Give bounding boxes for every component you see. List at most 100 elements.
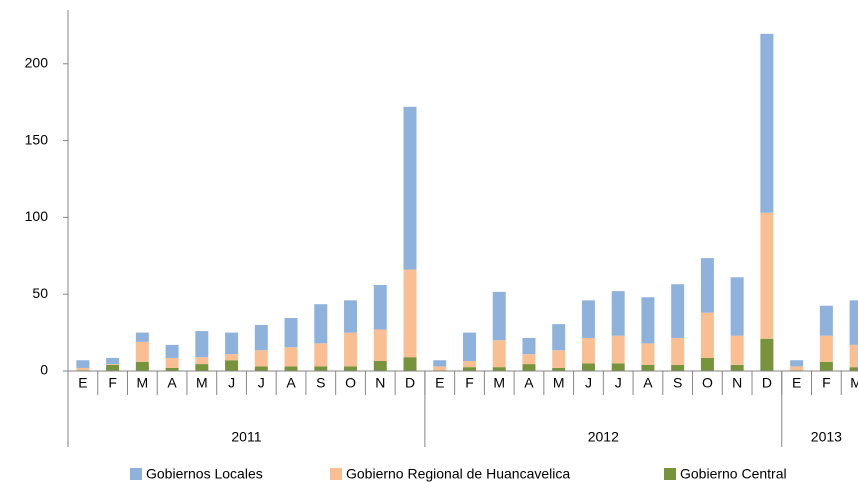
bar-segment: [403, 357, 417, 371]
x-tick-label: F: [108, 375, 117, 391]
x-tick-label: M: [553, 375, 565, 391]
x-tick-label: N: [732, 375, 742, 391]
x-tick-label: N: [375, 375, 385, 391]
x-tick-label: J: [258, 375, 265, 391]
y-tick-label: 100: [25, 208, 49, 224]
bar-segment: [671, 284, 685, 338]
bar-segment: [522, 364, 536, 371]
bar-segment: [819, 361, 833, 371]
bar-segment: [730, 364, 744, 371]
bar-segment: [225, 332, 239, 355]
bar-segment: [225, 360, 239, 371]
x-tick-label: S: [316, 375, 325, 391]
bar-segment: [373, 329, 387, 362]
group-label: 2013: [811, 429, 842, 445]
x-tick-label: A: [524, 375, 534, 391]
x-tick-label: M: [493, 375, 505, 391]
bar-segment: [581, 363, 595, 371]
bar-segment: [790, 366, 804, 371]
x-tick-label: J: [615, 375, 622, 391]
bar-segment: [106, 364, 120, 365]
bar-segment: [254, 366, 268, 371]
x-tick-label: O: [345, 375, 356, 391]
x-tick-label: D: [405, 375, 415, 391]
bar-segment: [284, 366, 298, 371]
legend-swatch: [130, 468, 142, 480]
x-tick-label: O: [702, 375, 713, 391]
bar-segment: [76, 367, 90, 371]
x-tick-label: A: [643, 375, 653, 391]
legend-label: Gobiernos Locales: [146, 466, 263, 482]
bar-segment: [641, 364, 655, 371]
bar-segment: [135, 332, 149, 342]
bar-segment: [730, 335, 744, 365]
bar-segment: [433, 366, 447, 371]
bar-segment: [165, 357, 179, 368]
x-tick-label: F: [465, 375, 474, 391]
bar-segment: [671, 364, 685, 371]
bar-segment: [254, 350, 268, 367]
bar-segment: [849, 344, 858, 368]
x-tick-label: E: [435, 375, 444, 391]
bar-segment: [284, 347, 298, 367]
x-tick-label: M: [196, 375, 208, 391]
bar-segment: [849, 300, 858, 345]
bar-segment: [671, 337, 685, 365]
group-label: 2011: [231, 429, 261, 445]
y-tick-label: 150: [25, 131, 49, 147]
bar-segment: [373, 361, 387, 371]
bar-segment: [344, 366, 358, 371]
bar-segment: [641, 343, 655, 365]
legend-label: Gobierno Regional de Huancavelica: [346, 466, 570, 482]
bar-segment: [195, 357, 209, 365]
x-tick-label: S: [673, 375, 682, 391]
bar-segment: [760, 33, 774, 213]
bar-segment: [254, 324, 268, 351]
x-tick-label: A: [286, 375, 296, 391]
bar-segment: [165, 344, 179, 358]
x-tick-label: M: [137, 375, 149, 391]
legend-swatch: [664, 468, 676, 480]
bar-segment: [106, 357, 120, 365]
bar-segment: [641, 297, 655, 344]
bar-segment: [522, 337, 536, 355]
bar-segment: [165, 367, 179, 371]
bar-segment: [552, 350, 566, 368]
bar-segment: [581, 300, 595, 338]
bar-segment: [581, 337, 595, 364]
y-tick-label: 50: [32, 285, 48, 301]
bar-segment: [462, 367, 476, 371]
bar-segment: [849, 367, 858, 371]
bar-segment: [552, 324, 566, 351]
bar-segment: [225, 354, 239, 361]
bar-segment: [462, 361, 476, 368]
x-tick-label: A: [167, 375, 177, 391]
y-tick-label: 200: [25, 54, 49, 70]
bar-segment: [403, 106, 417, 270]
bar-segment: [106, 364, 120, 371]
x-tick-label: M: [850, 375, 858, 391]
bar-segment: [492, 340, 506, 368]
bar-segment: [700, 258, 714, 313]
bar-segment: [462, 332, 476, 362]
bar-segment: [195, 331, 209, 358]
bar-segment: [76, 360, 90, 368]
bar-segment: [700, 312, 714, 358]
bar-segment: [552, 367, 566, 371]
bar-segment: [135, 361, 149, 371]
bar-segment: [611, 335, 625, 364]
bar-segment: [373, 284, 387, 330]
bar-segment: [819, 305, 833, 336]
legend-label: Gobierno Central: [680, 466, 787, 482]
bar-segment: [730, 277, 744, 336]
bar-segment: [135, 341, 149, 362]
bar-segment: [492, 367, 506, 371]
bar-segment: [760, 338, 774, 371]
group-label: 2012: [588, 429, 619, 445]
bar-segment: [492, 291, 506, 341]
bar-segment: [314, 366, 328, 371]
x-tick-label: E: [78, 375, 87, 391]
legend-swatch: [330, 468, 342, 480]
x-tick-label: J: [228, 375, 235, 391]
